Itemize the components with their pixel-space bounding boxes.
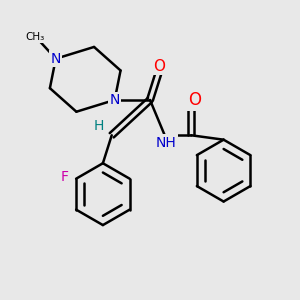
Text: O: O: [188, 91, 201, 109]
Text: NH: NH: [156, 136, 177, 150]
Text: F: F: [60, 170, 68, 184]
Text: N: N: [51, 52, 61, 66]
Text: N: N: [110, 93, 120, 107]
Text: CH₃: CH₃: [26, 32, 45, 42]
Text: O: O: [153, 58, 165, 74]
Text: H: H: [93, 119, 104, 134]
